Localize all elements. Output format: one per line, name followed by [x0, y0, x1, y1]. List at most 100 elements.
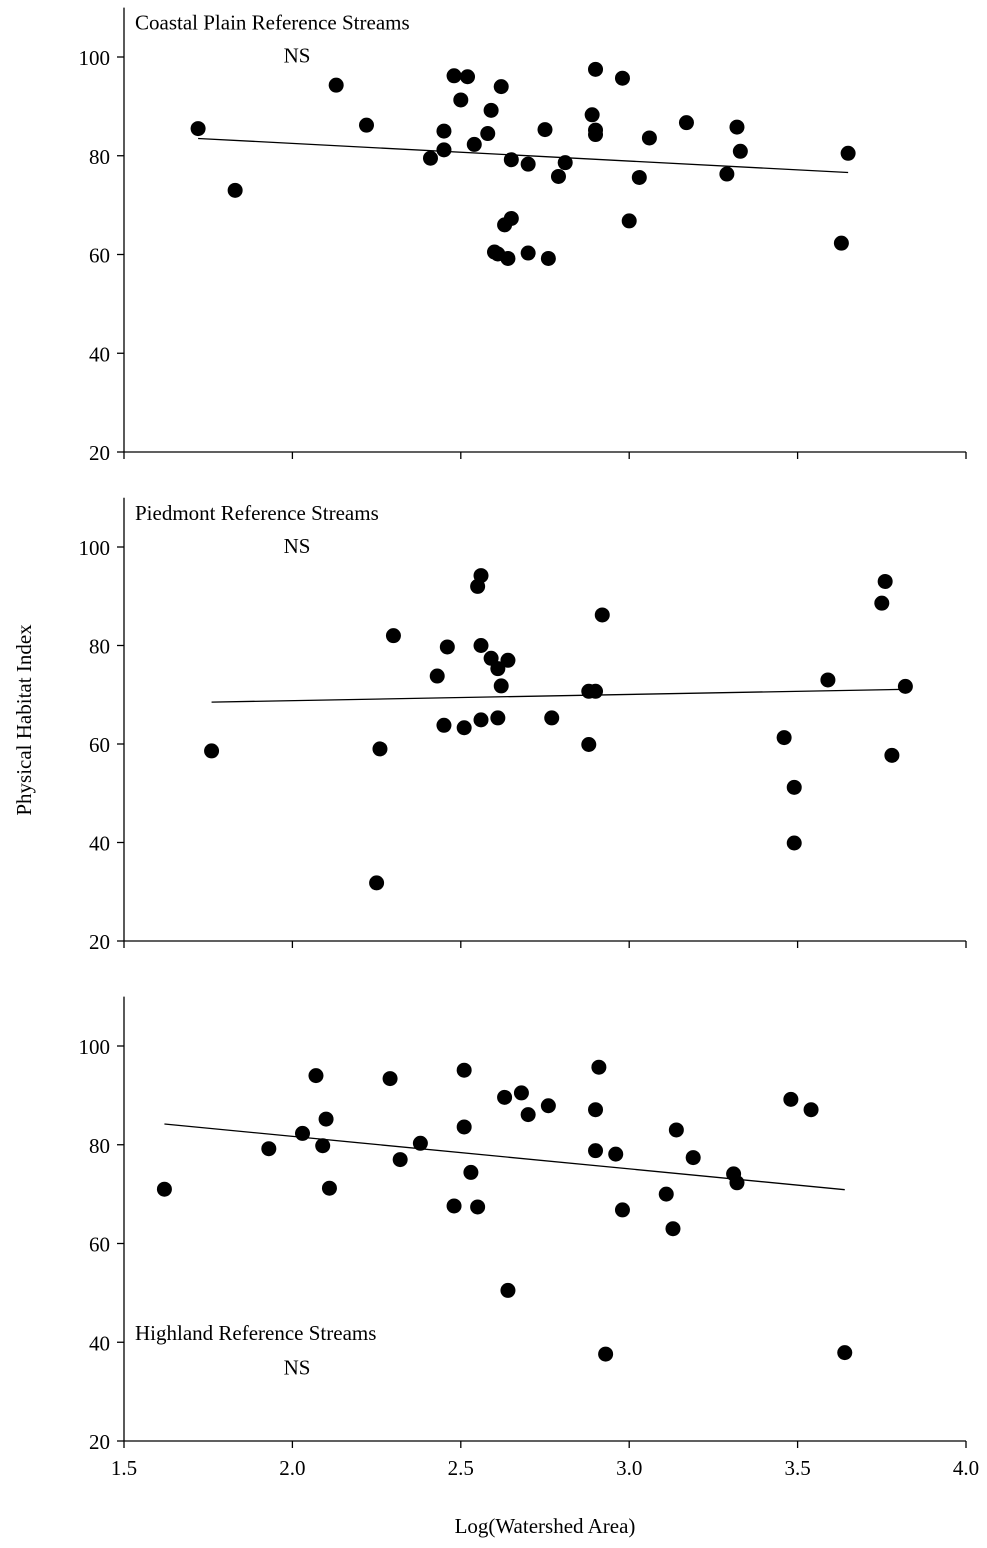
x-tick-label: 4.0 [953, 1456, 979, 1480]
data-point [436, 717, 452, 733]
data-point [460, 69, 476, 85]
data-point [641, 130, 657, 146]
data-point [321, 1180, 337, 1196]
panel-3: 20 40 60 80 100 1.5 2.0 2.5 3.0 3.5 4.0 Highland Re… [79, 996, 979, 1480]
data-point [598, 1346, 614, 1362]
data-point [456, 1062, 472, 1078]
data-point [550, 168, 566, 184]
data-point [315, 1138, 331, 1154]
data-point [520, 245, 536, 261]
data-point [833, 235, 849, 251]
y-tick-label: 60 [89, 244, 110, 268]
y-tick-label: 40 [89, 342, 110, 366]
y-tick-label: 60 [89, 1233, 110, 1257]
significance-label: NS [284, 534, 311, 558]
data-point [436, 142, 452, 158]
data-point [308, 1068, 324, 1084]
data-point [877, 573, 893, 589]
data-point [581, 736, 597, 752]
data-point [369, 875, 385, 891]
data-point [884, 747, 900, 763]
data-point [500, 1282, 516, 1298]
y-tick-label: 80 [89, 1134, 110, 1158]
panel-2: 20 40 60 80 100 Piedmont Reference Streams NS [79, 497, 967, 954]
data-point [392, 1152, 408, 1168]
data-point [500, 652, 516, 668]
x-tick-label: 2.0 [279, 1456, 305, 1480]
x-tick-label: 2.5 [448, 1456, 474, 1480]
trend-line [198, 137, 849, 174]
data-point [520, 156, 536, 172]
y-tick-label: 100 [79, 536, 111, 560]
data-point [358, 117, 374, 133]
data-point [591, 1059, 607, 1075]
y-tick-label: 100 [79, 1035, 111, 1059]
data-point [422, 150, 438, 166]
data-point [614, 1202, 630, 1218]
data-point [776, 730, 792, 746]
data-point [658, 1186, 674, 1202]
data-point [429, 668, 445, 684]
y-tick-label: 80 [89, 635, 110, 659]
data-point [631, 169, 647, 185]
data-point [503, 152, 519, 168]
data-point [473, 638, 489, 653]
data-point [470, 1199, 486, 1215]
data-point [473, 568, 489, 584]
data-point [204, 743, 220, 759]
panels: 20 40 60 80 100 Coastal Plain Reference Strea… [79, 7, 979, 1480]
data-point [456, 1119, 472, 1135]
data-point [190, 121, 206, 137]
panel-1: 20 40 60 80 100 Coastal Plain Reference Strea… [79, 7, 967, 465]
data-point [544, 710, 560, 726]
data-point [732, 143, 748, 159]
data-point [453, 92, 469, 108]
significance-label: NS [284, 44, 311, 68]
data-point [436, 123, 452, 139]
data-point [719, 166, 735, 182]
data-point [820, 672, 836, 688]
data-point [497, 1089, 513, 1105]
data-point [412, 1135, 428, 1151]
data-point [490, 661, 506, 677]
data-point [483, 102, 499, 118]
y-tick-label: 40 [89, 832, 110, 856]
y-tick-label: 20 [89, 930, 110, 954]
data-point [456, 720, 472, 736]
data-point [446, 68, 462, 84]
data-point [295, 1125, 311, 1141]
data-point [786, 835, 802, 851]
data-point [588, 1143, 604, 1159]
data-point [520, 1107, 536, 1123]
data-point [318, 1111, 334, 1127]
y-tick-label: 40 [89, 1331, 110, 1355]
data-point [874, 595, 890, 611]
data-point [466, 136, 482, 152]
data-point [480, 126, 496, 142]
data-point [493, 678, 509, 694]
y-tick-label: 80 [89, 145, 110, 169]
significance-label: NS [284, 1355, 311, 1379]
data-point [803, 1102, 819, 1118]
data-point [490, 710, 506, 726]
data-point [729, 1175, 745, 1191]
data-point [557, 155, 573, 171]
data-point [261, 1141, 277, 1157]
data-point [588, 61, 604, 77]
panel-title: Highland Reference Streams [135, 1321, 376, 1345]
data-point [729, 119, 745, 135]
panel-title: Coastal Plain Reference Streams [135, 11, 410, 35]
trend-line [211, 688, 906, 703]
data-point [588, 683, 604, 699]
data-point [372, 741, 388, 757]
y-axis-label: Physical Habitat Index [12, 624, 36, 816]
data-point [837, 1345, 853, 1361]
y-tick-label: 100 [79, 46, 111, 70]
data-point [463, 1164, 479, 1180]
x-tick-label: 3.5 [784, 1456, 810, 1480]
data-point [500, 250, 516, 266]
data-point [227, 182, 243, 198]
x-axis-label: Log(Watershed Area) [455, 1514, 636, 1538]
data-point [594, 607, 610, 623]
data-point [668, 1122, 684, 1138]
